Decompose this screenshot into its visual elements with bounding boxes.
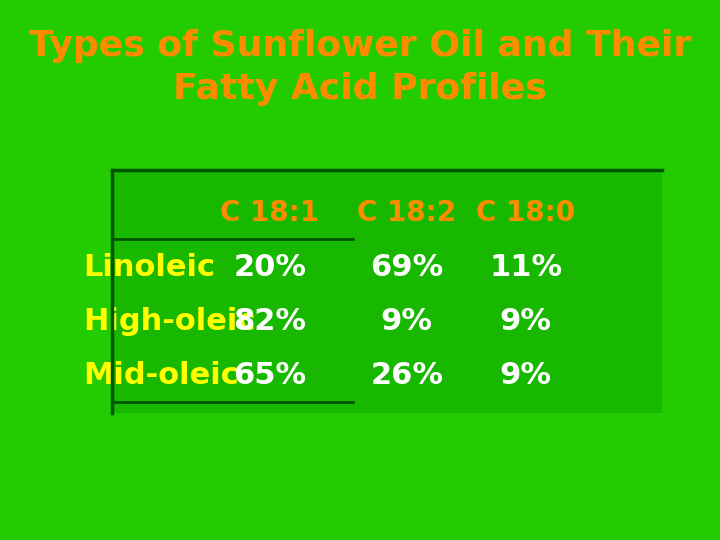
Text: 69%: 69% [370,253,444,282]
Text: Types of Sunflower Oil and Their
Fatty Acid Profiles: Types of Sunflower Oil and Their Fatty A… [29,29,691,106]
Text: 65%: 65% [233,361,307,390]
Text: 11%: 11% [489,253,562,282]
Text: C 18:2: C 18:2 [357,199,456,227]
FancyBboxPatch shape [112,170,662,413]
Text: High-oleic: High-oleic [83,307,255,336]
Text: Linoleic: Linoleic [83,253,215,282]
Text: 26%: 26% [370,361,444,390]
Text: C 18:1: C 18:1 [220,199,320,227]
Text: 20%: 20% [233,253,307,282]
Text: Mid-oleic: Mid-oleic [83,361,238,390]
Text: 9%: 9% [500,307,552,336]
Text: 9%: 9% [381,307,433,336]
Text: C 18:0: C 18:0 [476,199,575,227]
Text: 9%: 9% [500,361,552,390]
Text: 82%: 82% [233,307,307,336]
